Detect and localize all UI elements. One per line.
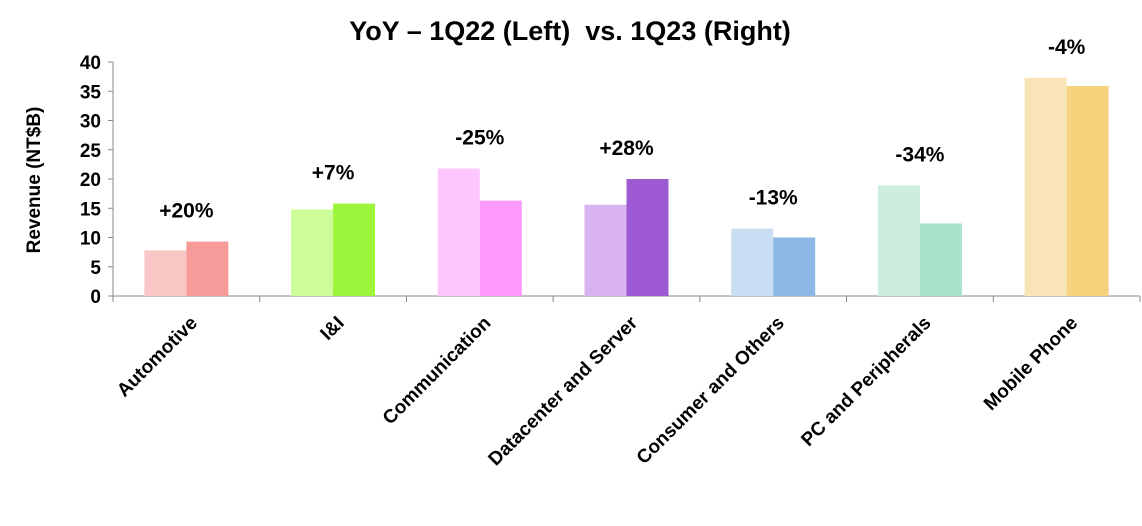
bar — [291, 209, 334, 296]
bar — [773, 237, 816, 296]
annotation: -25% — [455, 126, 504, 149]
annotation: -13% — [749, 187, 798, 210]
chart-title: YoY – 1Q22 (Left) vs. 1Q23 (Right) — [349, 16, 791, 46]
y-tick-label: 0 — [90, 287, 101, 308]
y-tick-label: 25 — [80, 141, 102, 162]
bar — [919, 223, 962, 296]
y-tick-label: 15 — [80, 199, 102, 220]
bar — [731, 228, 774, 296]
x-tick-label: I&I — [317, 313, 349, 345]
x-tick-label: Communication — [379, 313, 495, 429]
annotation: +7% — [312, 162, 355, 185]
bar — [877, 185, 920, 296]
x-tick-label: Mobile Phone — [980, 313, 1082, 415]
y-tick-label: 20 — [80, 170, 101, 191]
y-tick-label: 30 — [80, 112, 101, 133]
annotation: -4% — [1048, 36, 1086, 59]
bar — [626, 179, 669, 296]
bar — [186, 241, 229, 296]
annotation: +20% — [159, 200, 214, 223]
x-tick-label: Consumer and Others — [633, 313, 789, 469]
bar — [437, 168, 480, 296]
y-axis-label: Revenue (NT$B) — [24, 107, 45, 254]
bar — [1066, 85, 1109, 296]
bar — [479, 200, 522, 296]
bar — [333, 203, 376, 296]
annotation: +28% — [599, 137, 654, 160]
y-tick-label: 5 — [90, 258, 101, 279]
x-tick-label: Automotive — [113, 313, 202, 402]
annotation: -34% — [895, 143, 944, 166]
y-tick-label: 35 — [80, 82, 102, 103]
x-tick-label: Datacenter and Server — [485, 312, 643, 470]
bar — [584, 204, 627, 296]
x-tick-label: PC and Peripherals — [797, 313, 935, 451]
y-tick-label: 10 — [80, 229, 101, 250]
bar — [144, 250, 187, 296]
bar — [1024, 77, 1067, 296]
y-tick-label: 40 — [80, 53, 101, 74]
